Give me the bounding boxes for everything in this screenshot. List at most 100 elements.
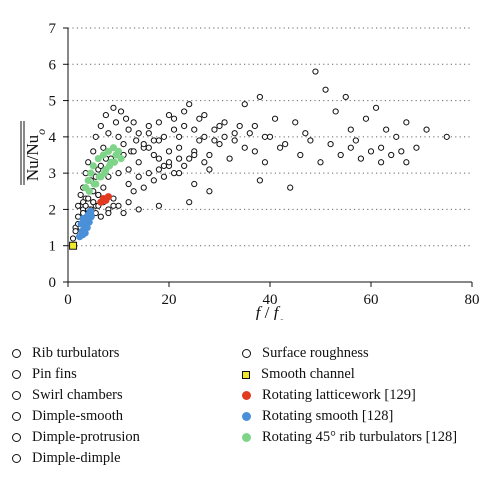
legend-marker-dot <box>242 391 251 400</box>
point-pin-fins-12 <box>115 170 122 177</box>
point-surface-roughness-12 <box>150 177 157 184</box>
legend-label: Rotating 45° rib turbulators [128] <box>262 429 458 445</box>
point-rib-turbulators-31 <box>186 155 193 162</box>
point-rib-turbulators-23 <box>135 130 142 137</box>
point-dimple-protrusion-15 <box>216 141 223 148</box>
point-rib-turbulators-13 <box>110 104 117 111</box>
point-swirl-chambers-14 <box>302 130 309 137</box>
point-swirl-chambers-27 <box>403 119 410 126</box>
data-points <box>69 68 450 250</box>
y-tick-label-4: 4 <box>49 130 57 146</box>
point-dimple-protrusion-2 <box>150 137 157 144</box>
point-swirl-chambers-22 <box>372 104 380 111</box>
axes <box>63 27 473 287</box>
point-swirl-chambers-19 <box>347 126 354 133</box>
point-swirl-chambers-0 <box>170 115 178 122</box>
point-surface-roughness-16 <box>170 170 178 177</box>
legend-marker-open-circle <box>12 391 21 400</box>
point-dimple-protrusion-25 <box>266 133 274 140</box>
point-swirl-chambers-25 <box>393 133 400 140</box>
legend-item: Rotating 45° rib turbulators [128] <box>242 427 500 448</box>
x-tick-label-20: 20 <box>162 292 177 308</box>
legend-marker-open-circle <box>242 349 251 358</box>
point-dimple-protrusion-16 <box>221 133 228 140</box>
point-surface-roughness-7 <box>125 180 132 188</box>
point-dimple-smooth-12 <box>115 202 122 209</box>
point-dimple-protrusion-14 <box>211 126 218 133</box>
point-rotating-45-rib-turbulators-128-13 <box>114 147 123 155</box>
point-dimple-protrusion-35 <box>367 148 375 155</box>
y-tick-label-0: 0 <box>49 275 57 291</box>
y-axis-label: Nu/Nuo <box>23 129 48 181</box>
axis-labels: Nu/Nuo f / fo <box>20 121 285 328</box>
point-rib-turbulators-21 <box>130 119 137 126</box>
point-rotating-45-rib-turbulators-128-9 <box>104 147 112 155</box>
x-axis-label: f / fo <box>256 303 285 320</box>
point-rotating-smooth-128-14 <box>83 220 91 228</box>
point-rib-turbulators-15 <box>115 133 122 140</box>
point-rib-turbulators-26 <box>150 151 157 159</box>
legend-item: Swirl chambers <box>12 385 232 406</box>
point-swirl-chambers-10 <box>261 133 269 140</box>
point-rib-turbulators-29 <box>165 148 173 155</box>
point-swirl-chambers-17 <box>332 108 339 115</box>
x-tick-label-40: 40 <box>263 292 278 308</box>
point-dimple-smooth-13 <box>120 209 127 217</box>
y-tick-label-1: 1 <box>49 239 57 255</box>
legend-label: Rib turbulators <box>32 345 120 361</box>
point-pin-fins-15 <box>130 148 137 155</box>
point-dimple-protrusion-33 <box>347 144 354 151</box>
point-rib-turbulators-34 <box>216 122 223 130</box>
point-surface-roughness-13 <box>155 166 162 173</box>
point-dimple-smooth-4 <box>85 195 92 202</box>
point-rib-turbulators-6 <box>92 133 99 140</box>
legend-label: Pin fins <box>32 366 77 382</box>
y-tick-label-2: 2 <box>49 202 57 218</box>
point-surface-roughness-0 <box>69 235 77 242</box>
point-dimple-protrusion-5 <box>165 111 173 119</box>
point-dimple-protrusion-36 <box>378 159 385 166</box>
point-pin-fins-14 <box>125 166 132 173</box>
point-dimple-dimple-10 <box>97 213 104 220</box>
legend-label: Dimple-smooth <box>32 408 124 424</box>
point-rib-turbulators-5 <box>90 148 97 155</box>
point-swirl-chambers-2 <box>191 126 198 133</box>
legend-left-column: Rib turbulators Pin fins Swirl chambers Dim… <box>12 343 232 469</box>
point-swirl-chambers-30 <box>443 133 450 140</box>
point-rib-turbulators-14 <box>112 119 120 126</box>
point-rotating-45-rib-turbulators-128-20 <box>110 158 119 166</box>
legend-item: Surface roughness <box>242 343 500 364</box>
point-swirl-chambers-13 <box>292 119 299 126</box>
y-tick-label-7: 7 <box>49 21 57 37</box>
point-rotating-smooth-128-13 <box>81 225 89 233</box>
point-rotating-45-rib-turbulators-128-5 <box>94 155 102 163</box>
point-swirl-chambers-16 <box>322 86 329 93</box>
legend-marker-open-circle <box>12 454 21 463</box>
point-rotating-latticework-129-3 <box>104 193 112 201</box>
point-rib-turbulators-9 <box>100 144 107 151</box>
point-dimple-protrusion-37 <box>388 151 395 159</box>
point-dimple-smooth-16 <box>155 202 162 209</box>
point-rotating-45-rib-turbulators-128-16 <box>90 180 98 188</box>
x-axis-label-f: f <box>256 303 263 320</box>
point-swirl-chambers-18 <box>342 93 349 101</box>
point-surface-roughness-14 <box>160 173 168 180</box>
point-swirl-chambers-6 <box>231 130 238 137</box>
point-swirl-chambers-15 <box>312 68 319 75</box>
y-tick-label-6: 6 <box>49 57 57 73</box>
point-dimple-protrusion-6 <box>170 126 178 133</box>
point-dimple-dimple-7 <box>90 199 97 206</box>
point-dimple-protrusion-32 <box>337 151 344 159</box>
point-dimple-protrusion-19 <box>236 122 243 130</box>
legend-item: Rib turbulators <box>12 343 232 364</box>
tick-labels: 0 1 2 3 4 5 6 7 0 20 40 60 80 <box>49 21 480 308</box>
point-surface-roughness-21 <box>201 159 208 166</box>
point-rib-turbulators-3 <box>85 159 92 166</box>
legend-marker-open-circle <box>12 412 21 421</box>
point-pin-fins-18 <box>155 155 162 162</box>
point-swirl-chambers-5 <box>221 119 228 126</box>
point-rotating-45-rib-turbulators-128-18 <box>100 169 108 177</box>
point-dimple-protrusion-1 <box>145 130 152 137</box>
point-dimple-protrusion-34 <box>357 155 364 162</box>
legend-item: Dimple-protrusion <box>12 427 232 448</box>
